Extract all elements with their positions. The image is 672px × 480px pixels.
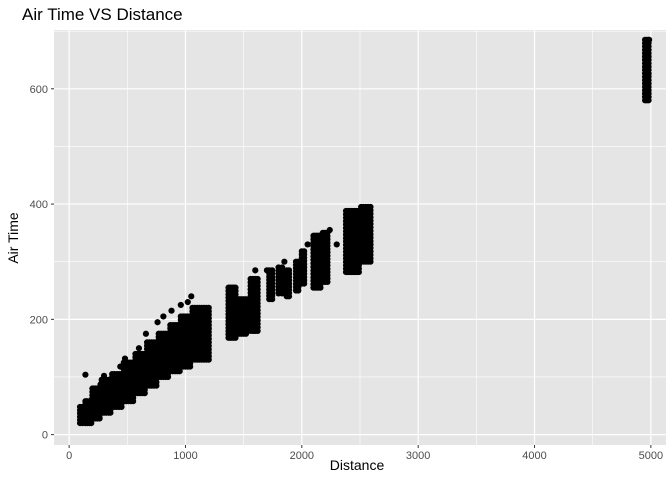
data-point [333, 241, 340, 248]
data-point [643, 51, 650, 58]
y-tick-label: 400 [30, 199, 48, 211]
data-point [301, 248, 308, 255]
data-point [121, 355, 129, 362]
data-points [76, 36, 653, 427]
data-point [82, 371, 89, 378]
data-point [184, 298, 191, 306]
data-point [117, 363, 124, 370]
data-point [643, 88, 650, 95]
axes: 0 1000 2000 3000 4000 5000 0 200 400 600 [30, 84, 663, 462]
data-point [160, 313, 167, 320]
data-point [242, 296, 250, 303]
chart-title: Air Time VS Distance [22, 5, 183, 24]
data-point [278, 264, 286, 271]
data-point [326, 226, 333, 234]
x-tick-label: 0 [66, 450, 72, 462]
data-point [177, 301, 184, 309]
x-tick-label: 5000 [639, 450, 663, 462]
data-point [168, 307, 175, 314]
data-point [644, 59, 652, 66]
data-point [304, 241, 311, 248]
x-axis-title: Distance [330, 457, 385, 473]
data-point [154, 319, 161, 326]
x-tick-label: 2000 [290, 450, 314, 462]
data-point [252, 267, 259, 274]
x-tick-label: 4000 [522, 450, 546, 462]
data-point [205, 304, 212, 311]
data-point [263, 267, 271, 274]
data-point [142, 330, 150, 337]
data-point [97, 381, 104, 388]
data-point [645, 72, 652, 79]
y-tick-label: 0 [42, 430, 48, 442]
data-point [269, 267, 276, 274]
data-point [232, 284, 239, 291]
data-point [646, 36, 653, 43]
data-point [367, 203, 374, 211]
data-point [281, 258, 288, 265]
x-tick-label: 3000 [406, 450, 430, 462]
data-point [285, 267, 293, 274]
data-point [135, 345, 143, 352]
data-point [100, 372, 108, 379]
y-tick-label: 600 [30, 84, 48, 96]
y-tick-label: 200 [30, 314, 48, 326]
y-axis-title: Air Time [5, 212, 21, 264]
data-point [188, 293, 195, 300]
x-tick-label: 1000 [173, 450, 197, 462]
data-point [254, 275, 261, 283]
